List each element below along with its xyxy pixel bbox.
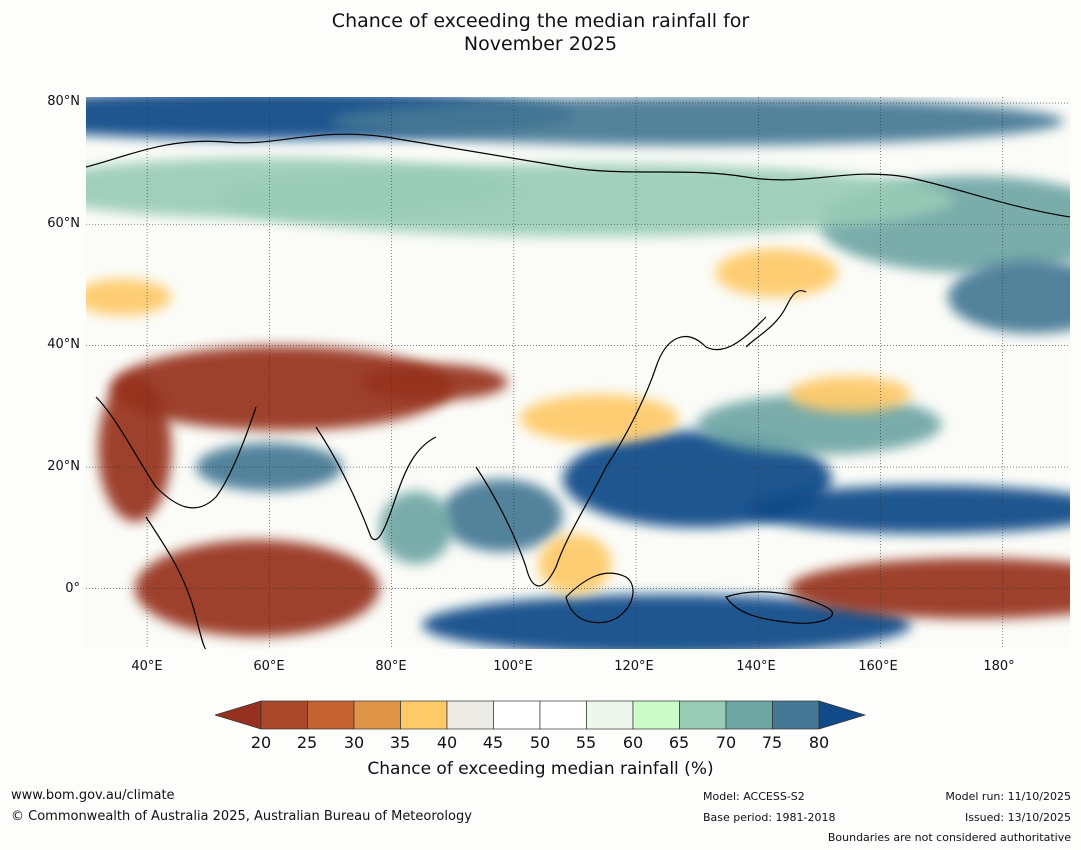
lon-label-120e: 120°E bbox=[614, 659, 654, 674]
coastline-china-east bbox=[605, 316, 767, 468]
field-region-dry-17 bbox=[98, 376, 172, 522]
colorbar-tick-30: 30 bbox=[343, 733, 365, 752]
colorbar-tick-70: 70 bbox=[715, 733, 737, 752]
lon-label-60e: 60°E bbox=[253, 659, 285, 674]
copyright-notice: © Commonwealth of Australia 2025, Austra… bbox=[11, 809, 472, 824]
field-region-dry-13 bbox=[110, 345, 453, 431]
colorbar-segment-3 bbox=[400, 700, 448, 730]
lon-label-180: 180° bbox=[983, 659, 1015, 674]
lat-label-40n: 40°N bbox=[47, 337, 80, 352]
coastline-arabia bbox=[95, 396, 257, 509]
colorbar-over-triangle bbox=[818, 700, 867, 730]
colorbar-tick-50: 50 bbox=[529, 733, 551, 752]
lat-label-0: 0° bbox=[65, 581, 80, 596]
coastline-indochina bbox=[475, 466, 607, 587]
colorbar-segment-10 bbox=[725, 700, 773, 730]
colorbar-segment-6 bbox=[539, 700, 587, 730]
map-canvas bbox=[86, 97, 1070, 649]
model-name: Model: ACCESS-S2 bbox=[703, 790, 805, 803]
colorbar-tick-80: 80 bbox=[808, 733, 830, 752]
colorbar bbox=[215, 700, 867, 730]
lon-label-80e: 80°E bbox=[375, 659, 407, 674]
colorbar-segment-11 bbox=[772, 700, 820, 730]
colorbar-tick-45: 45 bbox=[482, 733, 504, 752]
lon-label-160e: 160°E bbox=[858, 659, 898, 674]
colorbar-tick-35: 35 bbox=[389, 733, 411, 752]
field-region-dry-14 bbox=[361, 363, 508, 401]
boundary-disclaimer: Boundaries are not considered authoritat… bbox=[827, 831, 1071, 844]
map-title-line-2: November 2025 bbox=[463, 33, 618, 55]
field-region-wet-8 bbox=[422, 594, 912, 649]
field-region-wet-5 bbox=[86, 157, 514, 219]
field-region-wet-12 bbox=[379, 491, 453, 565]
field-region-wet-7 bbox=[746, 485, 1070, 534]
coastline-india bbox=[315, 426, 437, 541]
lon-label-140e: 140°E bbox=[736, 659, 776, 674]
field-region-dry-20 bbox=[538, 533, 612, 595]
lon-label-100e: 100°E bbox=[493, 659, 533, 674]
colorbar-segment-9 bbox=[679, 700, 727, 730]
base-period: Base period: 1981-2018 bbox=[703, 811, 836, 824]
field-region-dry-19 bbox=[715, 248, 838, 298]
map-title-line-1: Chance of exceeding the median rainfall … bbox=[331, 10, 750, 32]
field-region-wet-9 bbox=[440, 479, 563, 552]
coastline-japan bbox=[745, 290, 807, 348]
graticule bbox=[86, 97, 1070, 649]
coastline-eurasia-north bbox=[86, 133, 1070, 218]
coastlines bbox=[86, 133, 1070, 649]
colorbar-tick-65: 65 bbox=[668, 733, 690, 752]
colorbar-tick-75: 75 bbox=[761, 733, 783, 752]
colorbar-tick-20: 20 bbox=[250, 733, 272, 752]
colorbar-segment-7 bbox=[586, 700, 634, 730]
lon-label-40e: 40°E bbox=[131, 659, 163, 674]
colorbar-segment-2 bbox=[353, 700, 401, 730]
lat-label-20n: 20°N bbox=[47, 459, 80, 474]
colorbar-tick-40: 40 bbox=[436, 733, 458, 752]
colorbar-segments bbox=[260, 700, 820, 730]
colorbar-tick-25: 25 bbox=[296, 733, 318, 752]
colorbar-segment-8 bbox=[632, 700, 680, 730]
issued-date: Issued: 13/10/2025 bbox=[964, 811, 1071, 824]
field-region-dry-22 bbox=[86, 278, 172, 316]
field-region-dry-18 bbox=[519, 394, 679, 443]
coastline-new-guinea bbox=[725, 591, 834, 624]
coastline-borneo bbox=[565, 572, 634, 624]
colorbar-tick-60: 60 bbox=[622, 733, 644, 752]
colorbar-under-triangle bbox=[215, 700, 262, 730]
field-region-wet-1 bbox=[330, 97, 1064, 146]
lat-label-60n: 60°N bbox=[47, 216, 80, 231]
lat-label-80n: 80°N bbox=[47, 94, 80, 109]
model-run-date: Model run: 11/10/2025 bbox=[945, 790, 1071, 803]
colorbar-tick-55: 55 bbox=[575, 733, 597, 752]
rainfall-map bbox=[86, 97, 1070, 649]
field-region-wet-3 bbox=[947, 260, 1070, 334]
coastline-africa-east bbox=[145, 516, 207, 649]
colorbar-segment-1 bbox=[307, 700, 355, 730]
colorbar-label: Chance of exceeding median rainfall (%) bbox=[367, 759, 714, 779]
field-region-dry-21 bbox=[788, 376, 912, 413]
colorbar-segment-5 bbox=[493, 700, 541, 730]
colorbar-segment-4 bbox=[446, 700, 494, 730]
colorbar-segment-0 bbox=[260, 700, 308, 730]
website-link[interactable]: www.bom.gov.au/climate bbox=[11, 788, 175, 803]
